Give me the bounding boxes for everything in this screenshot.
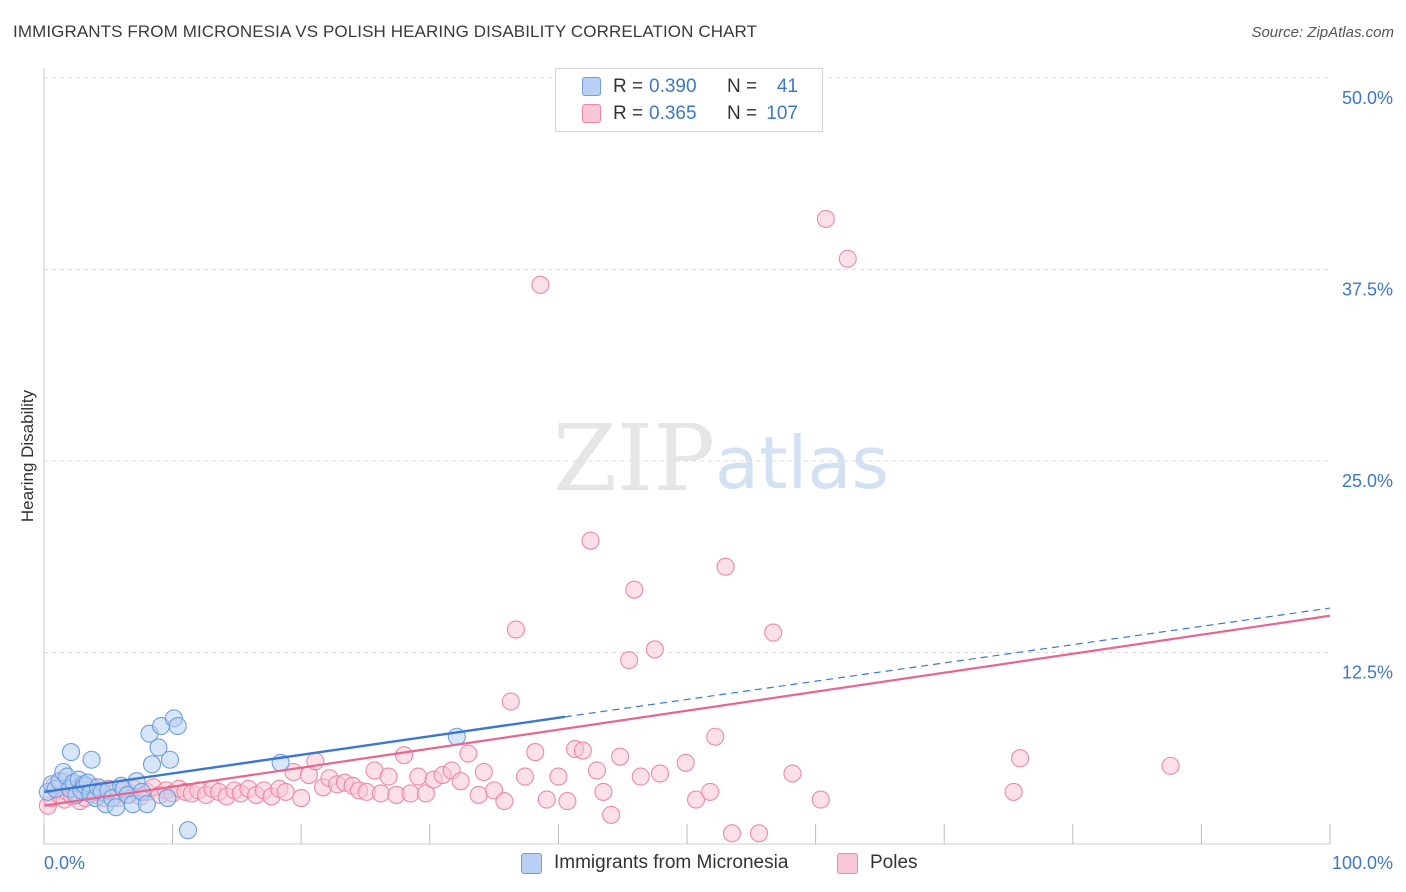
watermark-atlas: atlas (715, 421, 889, 505)
legend-label: Immigrants from Micronesia (554, 852, 789, 873)
data-point (137, 795, 156, 814)
r-label: R = (613, 103, 644, 124)
data-point (292, 788, 311, 808)
data-point (838, 249, 857, 268)
trend-line-micronesia-extension (564, 607, 1331, 718)
data-point (1161, 756, 1180, 775)
legend-label: Poles (870, 852, 918, 873)
data-point (549, 767, 568, 786)
poles-swatch (582, 104, 601, 123)
data-point (168, 716, 187, 736)
data-point (395, 746, 414, 765)
data-point (142, 755, 162, 774)
data-point (459, 744, 478, 763)
data-point (160, 750, 180, 769)
data-point (469, 785, 488, 805)
series-poles (38, 209, 1180, 843)
data-point (276, 782, 295, 801)
r-value: 0.365 (649, 103, 697, 124)
data-point (625, 580, 644, 599)
series-immigrants-from-micronesia (38, 709, 466, 840)
micronesia-legend-swatch (521, 853, 542, 874)
data-point (587, 761, 607, 780)
data-point (409, 767, 428, 786)
data-point (501, 692, 520, 711)
n-value: 41 (776, 76, 798, 97)
data-point (515, 767, 535, 786)
data-point (722, 824, 742, 843)
data-point (811, 790, 830, 809)
data-point (506, 620, 526, 639)
data-point (816, 209, 835, 228)
data-point (602, 805, 621, 824)
n-label: N = (727, 103, 758, 124)
x-tick-label: 100.0% (1332, 853, 1393, 873)
data-point (1004, 782, 1023, 801)
trend-lines (43, 607, 1331, 807)
data-point (650, 764, 670, 783)
watermark: ZIP atlas (553, 405, 889, 512)
data-point (495, 792, 514, 811)
data-point (620, 651, 639, 670)
data-point (474, 762, 493, 782)
data-point (645, 640, 664, 659)
data-point (61, 743, 81, 762)
data-point (573, 741, 592, 760)
stats-row-micronesia: R = 0.390 N = 41 (556, 74, 822, 101)
data-point (676, 753, 695, 772)
y-tick-label: 37.5% (1342, 280, 1393, 300)
data-point (379, 767, 398, 786)
chart-legend: Immigrants from Micronesia Poles (0, 851, 1406, 877)
data-point (149, 738, 168, 757)
watermark-zip: ZIP (553, 405, 715, 512)
data-point (594, 782, 613, 801)
data-point (558, 792, 577, 811)
trend-line-micronesia (43, 715, 566, 794)
n-value: 107 (766, 103, 798, 124)
micronesia-swatch (582, 77, 601, 96)
data-point (401, 784, 420, 803)
data-point (537, 790, 556, 809)
gridlines (44, 77, 1330, 653)
axes (43, 68, 1331, 845)
tick-labels: 12.5% 25.0% 37.5% 50.0% 0.0% 100.0% (44, 88, 1393, 873)
data-point (531, 275, 550, 294)
n-label: N = (727, 76, 758, 97)
data-point (526, 743, 545, 762)
data-point (158, 788, 177, 808)
data-point (611, 747, 630, 766)
y-axis-label: Hearing Disability (18, 389, 37, 523)
data-point (1011, 749, 1030, 768)
data-point (783, 764, 802, 783)
data-point (178, 821, 198, 840)
poles-legend-swatch (837, 853, 858, 874)
data-point (416, 784, 435, 803)
data-point (451, 772, 470, 791)
chart-title: IMMIGRANTS FROM MICRONESIA VS POLISH HEA… (13, 22, 758, 41)
data-point (701, 782, 720, 801)
data-point (82, 750, 101, 769)
y-tick-label: 50.0% (1342, 88, 1393, 108)
trend-line-poles (43, 614, 1331, 807)
stats-row-poles: R = 0.365 N = 107 (556, 101, 822, 128)
data-point (631, 767, 650, 786)
y-tick-label: 12.5% (1342, 663, 1393, 683)
data-point (764, 623, 783, 642)
y-tick-label: 25.0% (1342, 471, 1393, 491)
data-point (686, 790, 706, 809)
r-value: 0.390 (649, 76, 697, 97)
data-point (749, 824, 769, 843)
source-label: Source: ZipAtlas.com (1251, 24, 1394, 41)
data-point (581, 531, 600, 550)
correlation-stats-box: R = 0.390 N = 41 R = 0.365 N = 107 (555, 68, 823, 132)
data-point (706, 727, 725, 746)
r-label: R = (613, 76, 644, 97)
x-tick-label: 0.0% (44, 853, 85, 873)
data-point (371, 784, 390, 803)
data-point (716, 557, 735, 576)
